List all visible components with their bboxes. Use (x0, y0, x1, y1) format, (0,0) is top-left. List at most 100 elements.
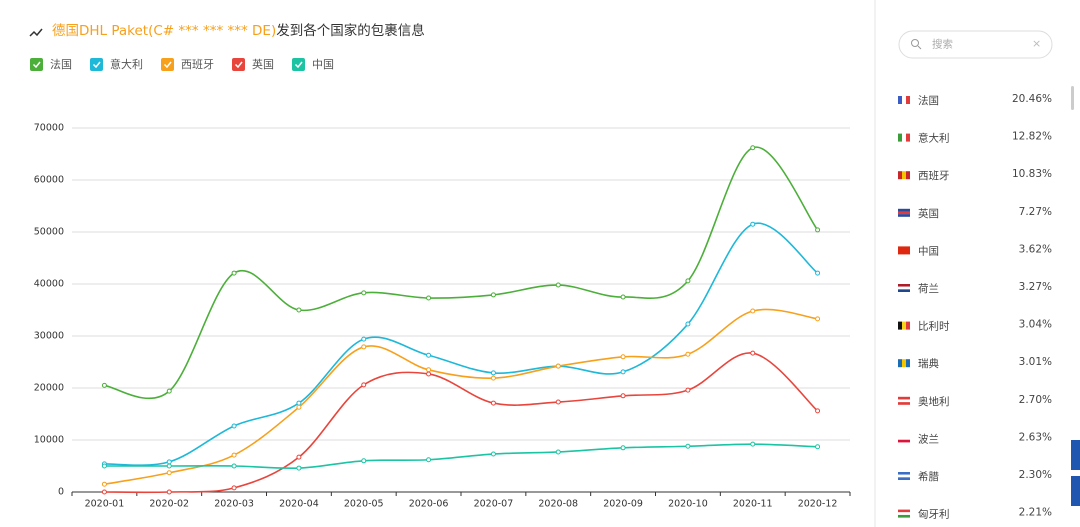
data-point (490, 375, 496, 381)
data-point (555, 449, 561, 455)
country-name: 西班牙 (918, 170, 950, 182)
y-tick-label: 0 (58, 487, 64, 498)
y-tick-label: 40000 (34, 279, 64, 290)
flag-part (898, 286, 910, 290)
legend-checkbox (161, 58, 174, 71)
country-name: 荷兰 (918, 282, 939, 295)
data-point (231, 463, 237, 469)
country-share: 20.46% (1012, 93, 1052, 105)
country-share: 3.27% (1019, 281, 1052, 293)
flag-part (898, 402, 910, 405)
data-point (685, 321, 691, 327)
search-icon (911, 39, 919, 47)
search-clear[interactable]: × (1032, 37, 1041, 50)
data-point (490, 370, 496, 376)
legend-checkbox (30, 58, 43, 71)
search-box[interactable] (898, 30, 1053, 59)
scrollbar (1071, 86, 1074, 110)
flag-part (902, 359, 906, 368)
data-point (815, 444, 821, 450)
legend-label: 意大利 (110, 57, 143, 71)
side-tab[interactable] (1071, 476, 1080, 506)
y-tick-label: 30000 (34, 331, 64, 342)
x-tick-label: 2020-09 (603, 499, 643, 510)
data-point (166, 459, 172, 465)
data-point (490, 400, 496, 406)
series-line (104, 308, 818, 485)
flag-part (906, 96, 910, 104)
x-tick-label: 2020-03 (214, 499, 254, 510)
data-point (426, 367, 432, 373)
x-tick-label: 2020-01 (85, 499, 125, 510)
data-point (815, 408, 821, 414)
data-point (101, 481, 107, 487)
flag-part (902, 246, 906, 255)
data-point (750, 145, 756, 151)
trend-icon (29, 28, 43, 37)
flag-part (898, 434, 910, 438)
flag-part (898, 439, 910, 443)
legend-label: 法国 (50, 57, 72, 71)
data-point (685, 443, 691, 449)
country-share: 10.83% (1012, 168, 1052, 180)
data-point (166, 470, 172, 476)
country-share: 2.30% (1019, 469, 1052, 481)
data-point (296, 404, 302, 410)
legend-check (32, 61, 41, 69)
country-share: 2.70% (1019, 394, 1052, 406)
data-point (361, 458, 367, 464)
side-tab[interactable] (1071, 440, 1080, 470)
flag-part (898, 514, 910, 518)
flag-part (898, 208, 910, 212)
country-name: 法国 (918, 94, 939, 107)
legend-label: 英国 (252, 57, 274, 71)
data-point (231, 270, 237, 276)
flag-part (898, 396, 910, 400)
flag-part (898, 214, 910, 217)
data-point (620, 369, 626, 375)
flag-part (898, 359, 902, 368)
search-placeholder: 搜索 (932, 38, 953, 51)
data-point (296, 400, 302, 406)
legend-item[interactable]: 西班牙 (161, 58, 214, 71)
x-tick-label: 2020-11 (733, 499, 773, 510)
data-point (750, 221, 756, 227)
legend-item[interactable]: 意大利 (90, 57, 143, 71)
data-point (361, 290, 367, 296)
data-point (555, 282, 561, 288)
legend-item[interactable]: 法国 (30, 57, 72, 71)
flag-part (902, 171, 906, 180)
title-text: 发到各个国家的包裹信息 (276, 22, 425, 39)
flag-part (906, 359, 910, 368)
x-tick-label: 2020-02 (149, 499, 189, 510)
flag-part (902, 321, 906, 330)
data-point (361, 336, 367, 342)
flag-part (898, 399, 910, 403)
y-tick-label: 70000 (34, 123, 64, 134)
data-point (101, 489, 107, 495)
data-point (101, 382, 107, 388)
legend-check (294, 61, 303, 69)
x-tick-label: 2020-10 (668, 499, 708, 510)
country-name: 英国 (918, 207, 939, 220)
legend-item[interactable]: 英国 (232, 57, 274, 71)
country-share: 12.82% (1012, 131, 1052, 143)
data-point (231, 485, 237, 491)
flag-part (898, 246, 902, 255)
flag-part (898, 284, 910, 287)
country-share: 3.62% (1019, 243, 1052, 255)
flag-part (898, 509, 910, 513)
x-tick-label: 2020-07 (474, 499, 514, 510)
data-point (620, 393, 626, 399)
chart-title: 德国DHL Paket(C# *** *** *** DE)发到各个国家的包裹信… (52, 22, 425, 39)
legend-item[interactable]: 中国 (292, 58, 334, 71)
country-name: 中国 (918, 244, 939, 257)
country-share: 3.04% (1019, 319, 1052, 331)
country-share: 3.01% (1019, 356, 1052, 368)
legend-check (234, 61, 243, 69)
country-name: 奥地利 (918, 395, 950, 408)
data-point (685, 351, 691, 357)
data-point (296, 465, 302, 471)
flag-part (902, 96, 906, 104)
